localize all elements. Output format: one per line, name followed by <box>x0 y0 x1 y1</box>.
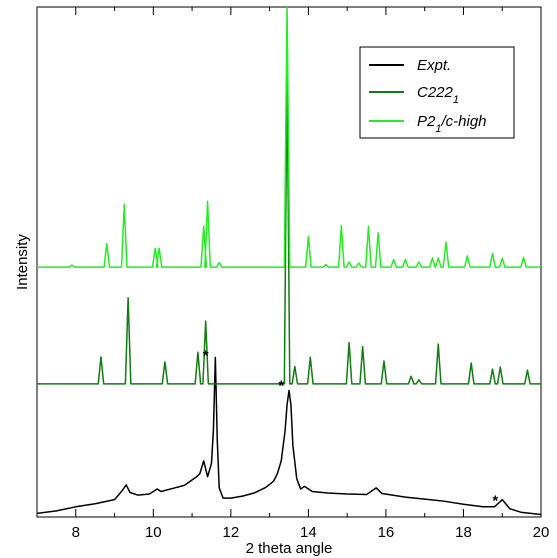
series-line-0 <box>37 356 541 516</box>
legend: Expt. C2221 P21/c-high <box>359 46 515 139</box>
legend-label-1: C2221 <box>417 84 459 106</box>
x-tick-marks <box>36 7 542 517</box>
annotation-marker: * <box>203 348 209 365</box>
x-tick-label: 16 <box>378 524 395 541</box>
legend-label-0: Expt. <box>417 57 451 74</box>
legend-items: Expt. C2221 P21/c-high <box>369 57 487 135</box>
x-tick-label: 8 <box>72 524 80 541</box>
x-axis-title: 2 theta angle <box>246 540 333 557</box>
annotation-marker: * <box>492 493 498 510</box>
legend-label-2: P21/c-high <box>417 113 487 135</box>
series-line-1 <box>37 68 541 385</box>
x-tick-label: 14 <box>300 524 317 541</box>
x-tick-label: 12 <box>223 524 240 541</box>
x-tick-label: 18 <box>455 524 472 541</box>
x-tick-label: 20 <box>533 524 550 541</box>
series-layer <box>37 7 541 516</box>
annotation-layer: * * * <box>203 348 499 510</box>
plot-frame <box>36 6 542 518</box>
annotation-marker: * <box>278 377 284 394</box>
x-tick-labels: 8 10 12 14 16 18 20 <box>72 524 550 541</box>
plot-area: * * * <box>36 6 542 518</box>
series-line-2 <box>37 7 541 268</box>
x-tick-label: 10 <box>145 524 162 541</box>
y-axis-title: Intensity <box>14 234 31 290</box>
